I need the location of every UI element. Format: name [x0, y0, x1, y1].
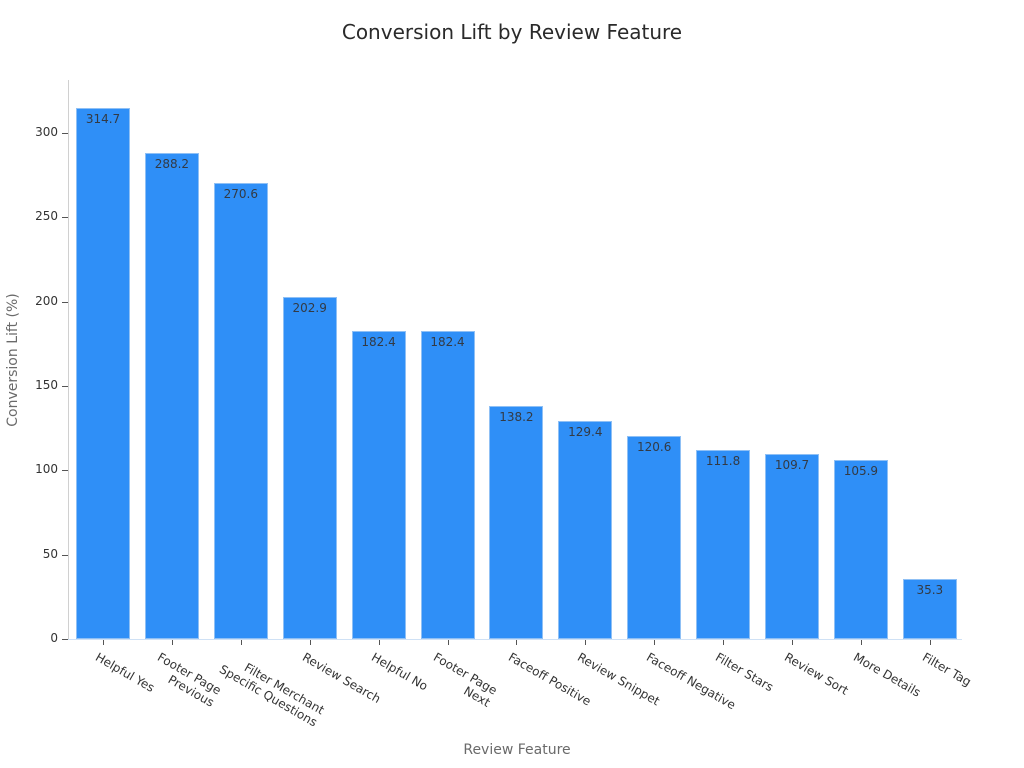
x-tick: [171, 640, 173, 645]
x-tick: [103, 640, 104, 645]
bar-value-label: 109.7: [774, 457, 810, 472]
x-tick-label: Footer Page Next: [430, 650, 500, 710]
y-tick: [62, 639, 68, 640]
x-tick-label: More Details: [850, 650, 923, 700]
bar: 109.7: [765, 453, 819, 639]
bar-value-label: 111.8: [705, 454, 741, 469]
bar-value-label: 182.4: [430, 335, 465, 350]
y-tick-label: 250: [35, 209, 58, 224]
y-tick-label: 0: [50, 631, 58, 645]
y-tick-label: 100: [35, 462, 58, 477]
x-tick-label: Footer Page Previous: [154, 650, 224, 710]
bar-value-label: 314.7: [85, 112, 121, 127]
x-tick: [378, 640, 380, 645]
bar: 182.4: [420, 331, 475, 639]
x-tick: [860, 640, 862, 645]
x-tick: [240, 640, 242, 645]
x-axis-label: Review Feature: [463, 742, 571, 758]
bar: 288.2: [144, 152, 199, 639]
bar: 120.6: [627, 435, 682, 639]
x-tick: [723, 640, 725, 645]
bar: 138.2: [489, 405, 544, 639]
y-tick-label: 200: [35, 293, 58, 308]
bar-value-label: 129.4: [568, 424, 603, 439]
bar: 35.3: [902, 579, 957, 639]
y-tick: [62, 386, 68, 387]
y-tick: [62, 470, 68, 472]
bar: 202.9: [282, 296, 337, 639]
bar-value-label: 35.3: [916, 583, 944, 598]
y-axis-line: [68, 80, 69, 640]
x-tick-label: Helpful No: [368, 650, 430, 694]
bar-value-label: 105.9: [843, 464, 879, 479]
bar-value-label: 182.4: [361, 335, 396, 350]
y-axis-label: Conversion Lift (%): [5, 293, 21, 427]
bar: 105.9: [833, 460, 888, 639]
bar: 129.4: [558, 420, 613, 639]
x-tick: [792, 640, 793, 645]
x-tick-label: Helpful Yes: [93, 650, 157, 695]
y-tick-label: 150: [35, 378, 58, 392]
x-tick-label: Filter Stars: [713, 650, 776, 695]
y-tick: [62, 133, 68, 134]
y-tick-label: 300: [35, 125, 58, 139]
y-tick: [62, 217, 68, 219]
x-tick-label: Review Sort: [782, 650, 851, 698]
x-tick: [447, 640, 449, 645]
bar-value-label: 202.9: [292, 300, 327, 315]
x-tick-label: Filter Tag: [919, 650, 974, 690]
bar-value-label: 120.6: [637, 439, 672, 454]
y-tick: [62, 301, 68, 303]
x-tick: [585, 640, 587, 645]
bar-value-label: 138.2: [499, 409, 534, 424]
y-tick-label: 50: [42, 546, 58, 561]
bar: 111.8: [696, 450, 751, 639]
x-tick: [309, 640, 311, 645]
bar-value-label: 270.6: [223, 186, 258, 201]
chart-title: Conversion Lift by Review Feature: [341, 20, 683, 44]
x-tick: [516, 640, 518, 645]
bar: 270.6: [213, 182, 268, 639]
x-axis-line: [68, 639, 962, 640]
bar-value-label: 288.2: [154, 156, 190, 171]
x-tick: [654, 640, 656, 645]
bar: 314.7: [76, 108, 130, 639]
y-tick: [62, 554, 68, 556]
bar: 182.4: [351, 331, 406, 639]
x-tick: [929, 640, 931, 645]
